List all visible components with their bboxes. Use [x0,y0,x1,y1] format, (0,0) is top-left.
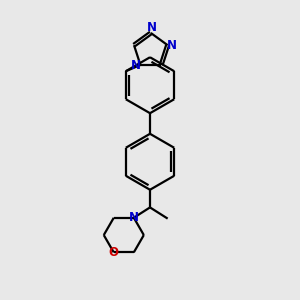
Text: N: N [129,211,139,224]
Text: N: N [147,22,157,34]
Text: N: N [167,39,177,52]
Text: O: O [109,246,119,259]
Text: N: N [131,59,141,72]
